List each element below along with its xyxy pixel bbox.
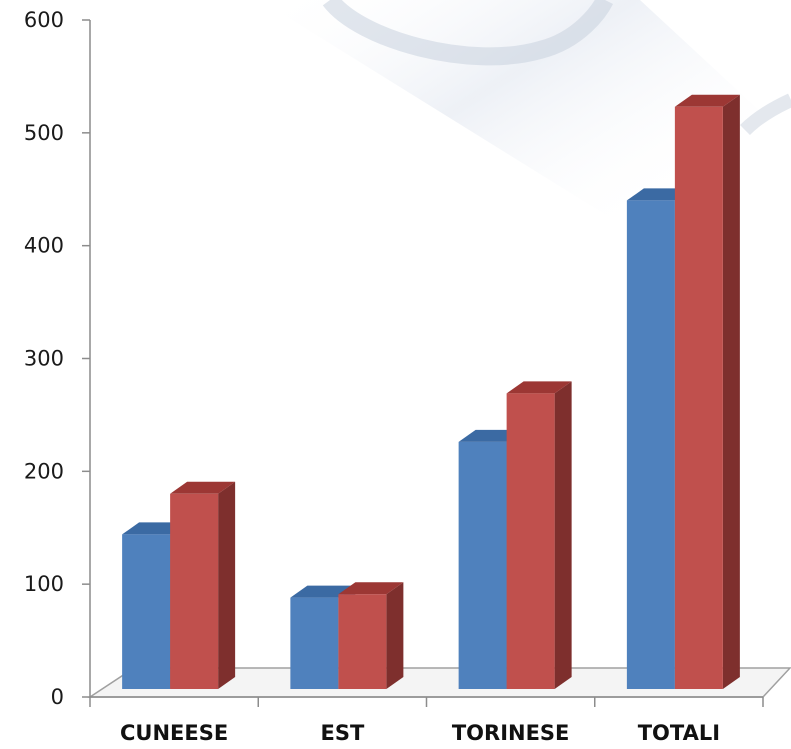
- bar-group-torinese: [458, 381, 572, 689]
- bar-series-2: [674, 94, 740, 689]
- y-tick-label: 400: [24, 234, 64, 258]
- bar-series-group: [122, 94, 740, 689]
- bar-series-2: [170, 481, 236, 689]
- y-axis: 0 100 200 300 400 500 600: [24, 8, 91, 709]
- bar-side: [386, 582, 404, 689]
- y-tick-label: 300: [24, 347, 64, 371]
- bar-top: [338, 582, 404, 595]
- y-tick-label: 200: [24, 459, 64, 483]
- bar-side: [722, 94, 740, 689]
- x-axis: CUNEESE EST TORINESE TOTALI: [89, 696, 764, 745]
- x-category-label: TORINESE: [452, 721, 570, 745]
- x-category-label: CUNEESE: [120, 721, 228, 745]
- bar-front: [458, 441, 507, 689]
- x-category-label: TOTALI: [638, 721, 720, 745]
- bar-group-est: [290, 582, 404, 689]
- bar-front: [674, 106, 723, 689]
- bar-front: [506, 393, 555, 689]
- x-category-label: EST: [320, 721, 364, 745]
- bar-front: [122, 534, 171, 689]
- y-tick-label: 100: [24, 572, 64, 596]
- bar-front: [626, 200, 675, 689]
- bar-series-2: [338, 582, 404, 689]
- bar-top: [170, 481, 236, 494]
- bar-side: [218, 481, 236, 689]
- bar-front: [338, 594, 387, 689]
- bar-front: [290, 597, 339, 689]
- y-tick-label: 500: [24, 121, 64, 145]
- bar-group-totali: [626, 94, 740, 689]
- bar-group-cuneese: [122, 481, 236, 689]
- bar-series-2: [506, 381, 572, 689]
- bar-top: [674, 94, 740, 107]
- bar-front: [170, 493, 219, 689]
- y-tick-label: 600: [24, 8, 64, 32]
- bar-top: [506, 381, 572, 394]
- y-tick-label: 0: [51, 685, 64, 709]
- bar-side: [554, 381, 572, 689]
